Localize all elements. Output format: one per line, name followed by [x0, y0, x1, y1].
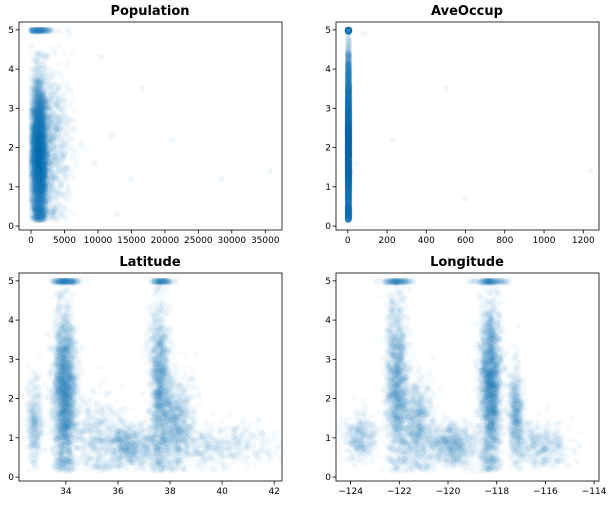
- points-layer: [91, 54, 274, 218]
- panel-population: Population 0 5000 10000 15000 20000 25000 3000…: [8, 4, 283, 246]
- chart-title: Population: [110, 4, 189, 19]
